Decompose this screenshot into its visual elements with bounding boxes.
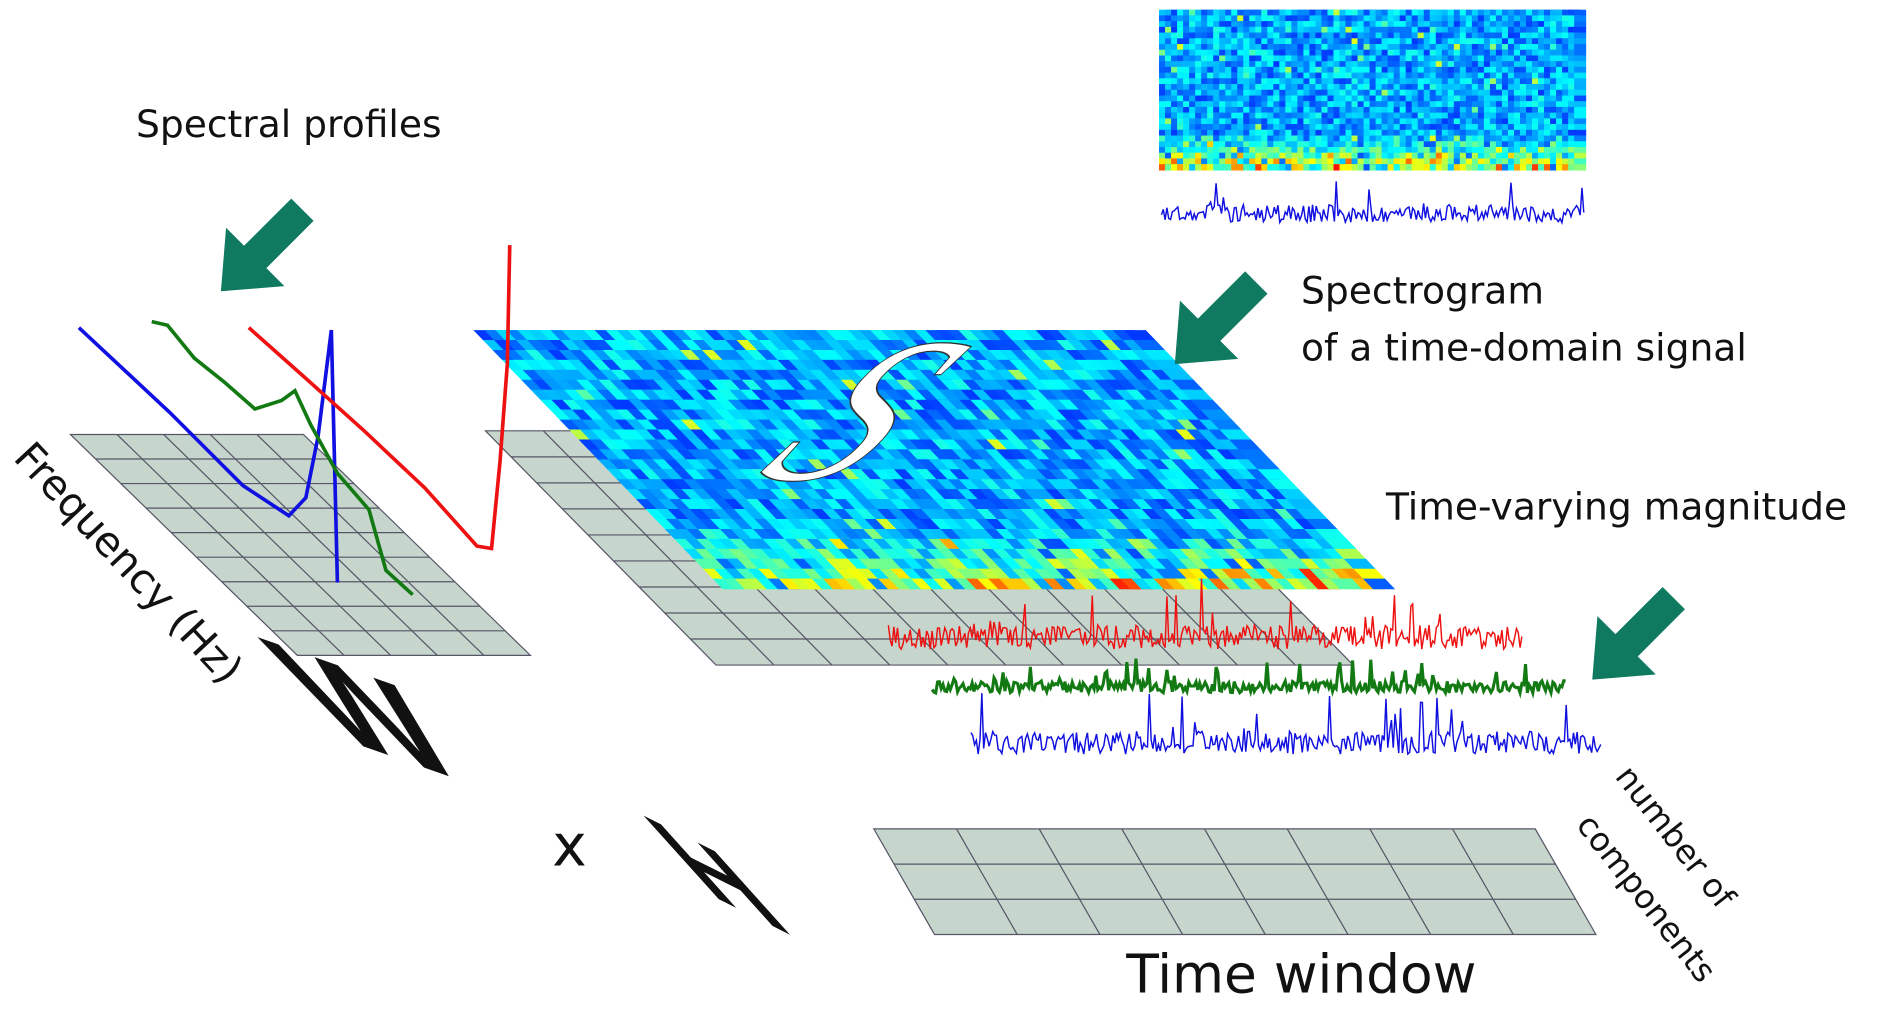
spectrogram-cell xyxy=(1574,27,1586,33)
spectrogram-cell xyxy=(1574,130,1586,136)
spectrogram-cell xyxy=(1574,141,1586,147)
spectrogram-cell xyxy=(1574,38,1586,44)
spectrogram-cell xyxy=(1574,124,1586,130)
spectrogram-cell xyxy=(1574,90,1586,96)
spectrogram-cell xyxy=(1574,153,1586,159)
arrow xyxy=(1563,569,1703,709)
symbol-times: x xyxy=(552,811,586,879)
label: Spectral profiles xyxy=(136,102,442,146)
spectrogram-cell xyxy=(1574,21,1586,27)
spectrogram-cell xyxy=(1574,136,1586,142)
spectrogram-cell xyxy=(1574,10,1586,16)
spectrogram-cell xyxy=(1574,118,1586,124)
spectrogram-cell xyxy=(1574,55,1586,61)
spectrogram-cell xyxy=(1574,113,1586,119)
signal-blue xyxy=(971,693,1601,754)
spectrogram-cell xyxy=(1574,73,1586,79)
spectrogram-cell xyxy=(1574,147,1586,153)
spectrogram-cell xyxy=(1574,158,1586,164)
signal-time-domain xyxy=(1161,181,1583,222)
arrow xyxy=(192,181,332,321)
spectrogram-thumbnail xyxy=(1159,10,1586,171)
label: of a time-domain signal xyxy=(1301,325,1747,369)
spectrogram-cell xyxy=(1574,67,1586,73)
spectrogram-cell xyxy=(1574,164,1586,170)
spectrogram-cell xyxy=(1574,50,1586,56)
spectrogram-cell xyxy=(1574,107,1586,113)
spectrogram-cell xyxy=(1574,44,1586,50)
spectrogram-cell xyxy=(1574,78,1586,84)
axis-label: Time window xyxy=(1125,943,1476,1006)
spectrogram-cell xyxy=(1574,101,1586,107)
spectrogram-cell xyxy=(1574,15,1586,21)
spectrogram-cell xyxy=(1574,61,1586,67)
spectrogram-cell xyxy=(1574,84,1586,90)
label: Spectrogram xyxy=(1301,268,1544,312)
symbol-h: H xyxy=(612,785,822,965)
spectrogram-cell xyxy=(1574,33,1586,39)
label: Time-varying magnitude xyxy=(1385,484,1847,528)
spectrogram-cell xyxy=(1574,96,1586,102)
